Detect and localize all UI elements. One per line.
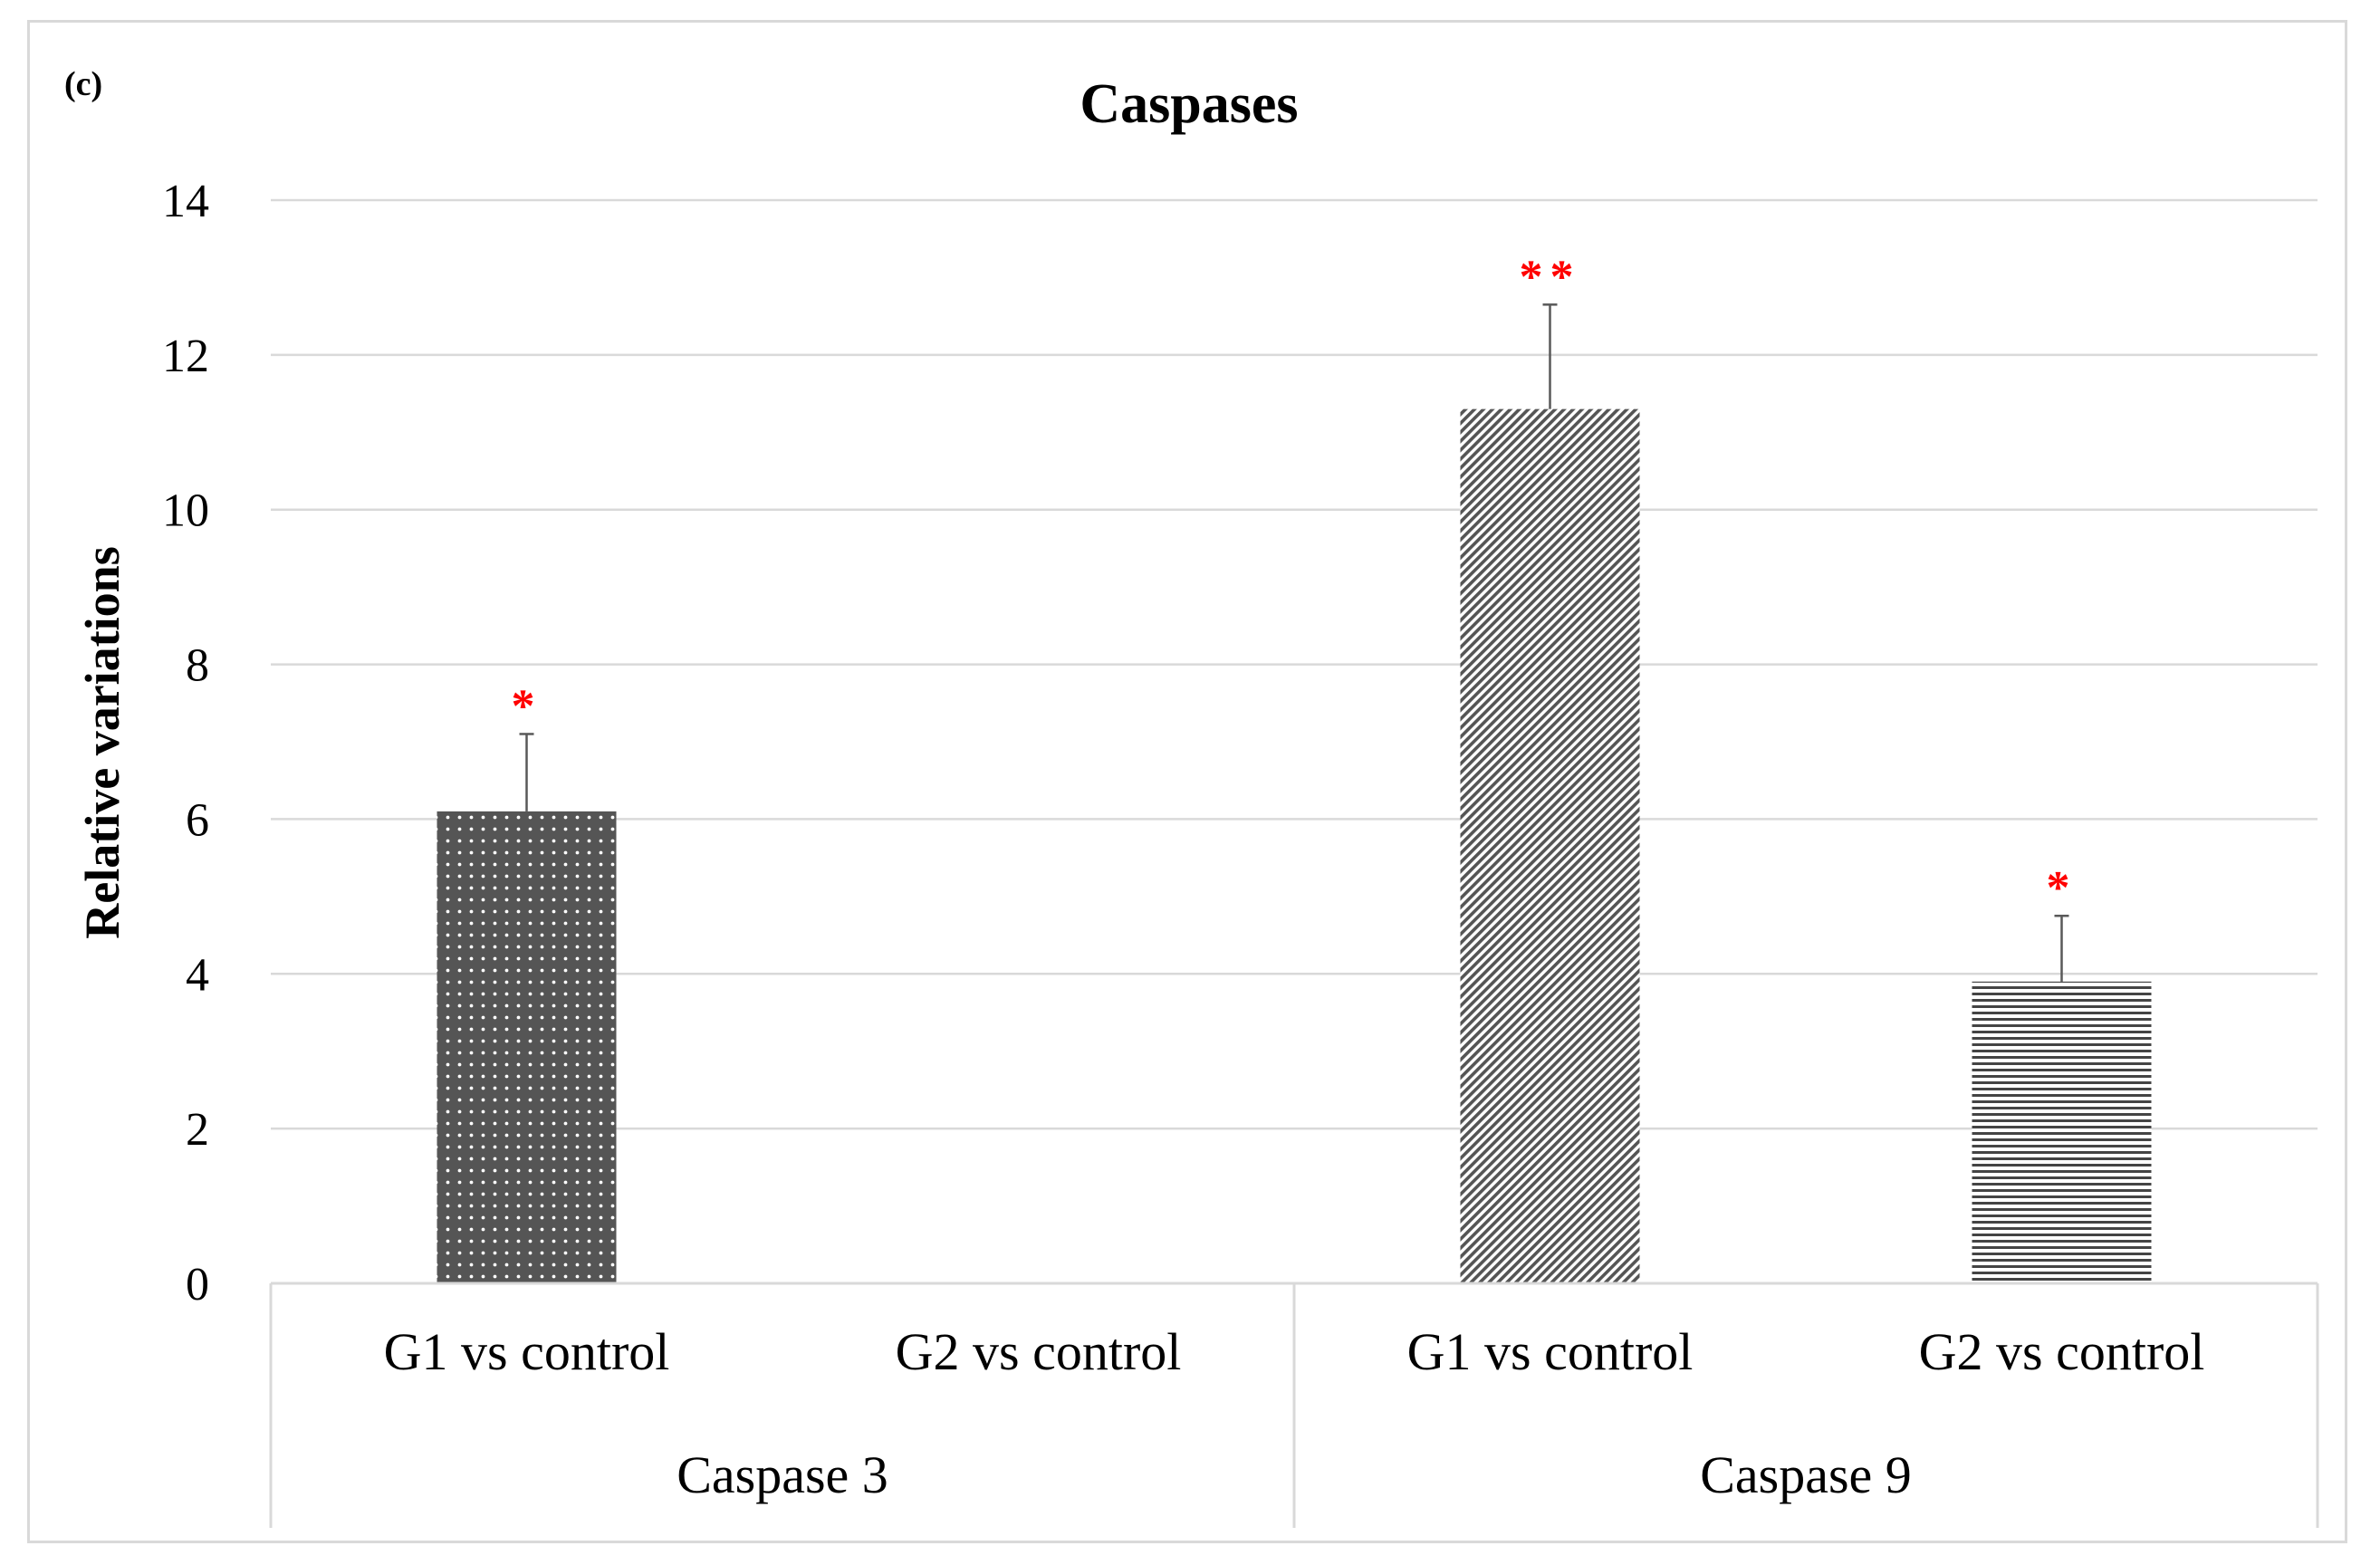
error-bars (519, 303, 2069, 982)
chart-frame: (c) Caspases Relative variations 0 2 4 6 8 10… (27, 20, 2347, 1543)
significance-marker: * (2047, 862, 2078, 914)
y-tick-label: 10 (162, 485, 209, 537)
y-tick-label: 14 (162, 176, 209, 227)
bar (437, 811, 617, 1283)
x-category-labels: G1 vs control G2 vs control G1 vs control G… (384, 1322, 2205, 1381)
x-axis (269, 1282, 2319, 1528)
y-tick-label: 2 (186, 1104, 209, 1156)
significance-marker: * (512, 680, 542, 732)
x-group-labels: Caspase 3 Caspase 9 (677, 1445, 1912, 1504)
y-axis-label: Relative variations (75, 546, 130, 938)
x-category-label: G1 vs control (384, 1322, 670, 1381)
significance-markers: **** (512, 251, 2078, 914)
y-tick-label: 4 (186, 949, 209, 1001)
significance-marker: ** (1520, 251, 1581, 302)
panel-label: (c) (64, 65, 102, 103)
x-category-label: G1 vs control (1407, 1322, 1694, 1381)
bar (1972, 981, 2152, 1283)
x-group-label: Caspase 3 (677, 1445, 888, 1504)
bars (437, 408, 2152, 1284)
y-tick-label: 8 (186, 640, 209, 692)
x-category-label: G2 vs control (1919, 1322, 2205, 1381)
y-tick-label: 0 (186, 1259, 209, 1311)
y-tick-label: 6 (186, 794, 209, 846)
y-tick-label: 12 (162, 331, 209, 382)
chart-title: Caspases (1080, 73, 1298, 135)
x-group-label: Caspase 9 (1700, 1445, 1912, 1504)
x-category-label: G2 vs control (896, 1322, 1182, 1381)
y-tick-labels: 0 2 4 6 8 10 12 14 (162, 176, 209, 1311)
chart-svg: (c) Caspases Relative variations 0 2 4 6 8 10… (64, 65, 2319, 1528)
bar (1460, 408, 1640, 1284)
